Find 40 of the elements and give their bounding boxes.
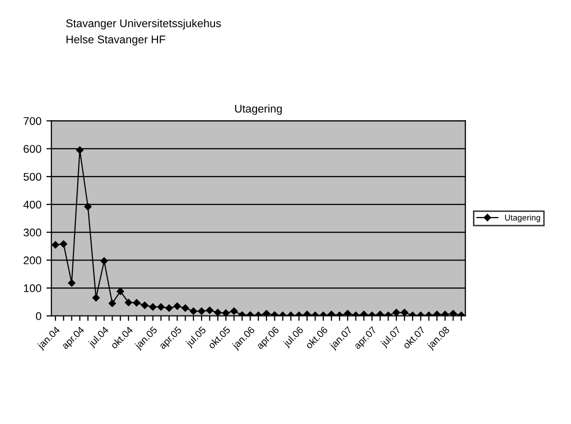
y-tick-label: 400: [23, 200, 42, 209]
point: [214, 308, 222, 316]
text: Stavanger Universitetssjukehus: [66, 19, 221, 30]
point: [108, 300, 116, 307]
point: [262, 310, 270, 316]
point: [116, 288, 124, 295]
point: [344, 310, 352, 316]
point: [182, 304, 189, 312]
legend-label: Utagering: [505, 214, 540, 222]
y-tick-label: 200: [24, 256, 42, 264]
point: [149, 303, 156, 311]
y-tick-label: 500: [24, 172, 42, 181]
point: [60, 240, 68, 248]
point: [132, 299, 140, 306]
point: [198, 308, 206, 315]
point: [400, 308, 408, 316]
text: Helse Stavanger HF: [66, 35, 166, 46]
point: [84, 203, 92, 210]
point: [52, 241, 60, 248]
point: [141, 302, 148, 309]
point: [450, 310, 457, 316]
chart-title: Utagering: [235, 104, 282, 115]
point: [76, 146, 84, 154]
point: [124, 298, 132, 306]
point: [68, 279, 76, 287]
y-tick-label: 300: [24, 228, 42, 236]
point: [92, 294, 100, 302]
point: [206, 306, 214, 314]
point: [222, 309, 230, 316]
point: [100, 257, 108, 265]
point: [157, 303, 165, 311]
point: [174, 302, 181, 310]
y-tick-label: 0: [36, 312, 42, 320]
point: [165, 304, 173, 312]
point: [190, 308, 198, 315]
y-tick-label: 600: [24, 144, 42, 153]
point: [230, 308, 238, 315]
y-tick-label: 700: [24, 117, 42, 125]
point: [392, 308, 400, 316]
y-tick-label: 100: [24, 284, 42, 292]
